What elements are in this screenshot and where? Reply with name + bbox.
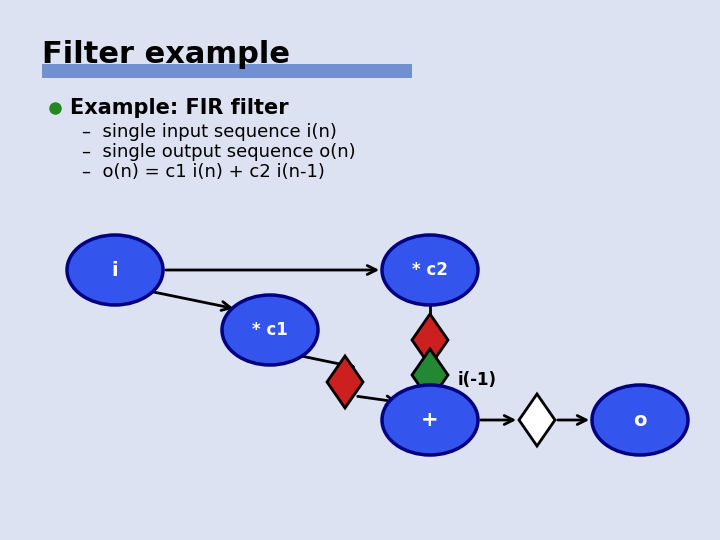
Polygon shape <box>519 394 555 446</box>
Text: Filter example: Filter example <box>42 40 290 69</box>
Bar <box>42 64 412 78</box>
Text: * c1: * c1 <box>252 321 288 339</box>
Text: * c2: * c2 <box>412 261 448 279</box>
Polygon shape <box>412 349 448 401</box>
Polygon shape <box>412 314 448 366</box>
Ellipse shape <box>382 235 478 305</box>
Text: –  o(n) = c1 i(n) + c2 i(n-1): – o(n) = c1 i(n) + c2 i(n-1) <box>82 163 325 181</box>
Polygon shape <box>327 356 363 408</box>
Text: Example: FIR filter: Example: FIR filter <box>70 98 289 118</box>
Text: –  single input sequence i(n): – single input sequence i(n) <box>82 123 337 141</box>
Ellipse shape <box>382 385 478 455</box>
Ellipse shape <box>222 295 318 365</box>
Text: i: i <box>112 260 118 280</box>
Text: i(-1): i(-1) <box>458 371 497 389</box>
Text: o: o <box>634 410 647 429</box>
Text: +: + <box>421 410 438 430</box>
Ellipse shape <box>592 385 688 455</box>
Text: –  single output sequence o(n): – single output sequence o(n) <box>82 143 356 161</box>
Ellipse shape <box>67 235 163 305</box>
